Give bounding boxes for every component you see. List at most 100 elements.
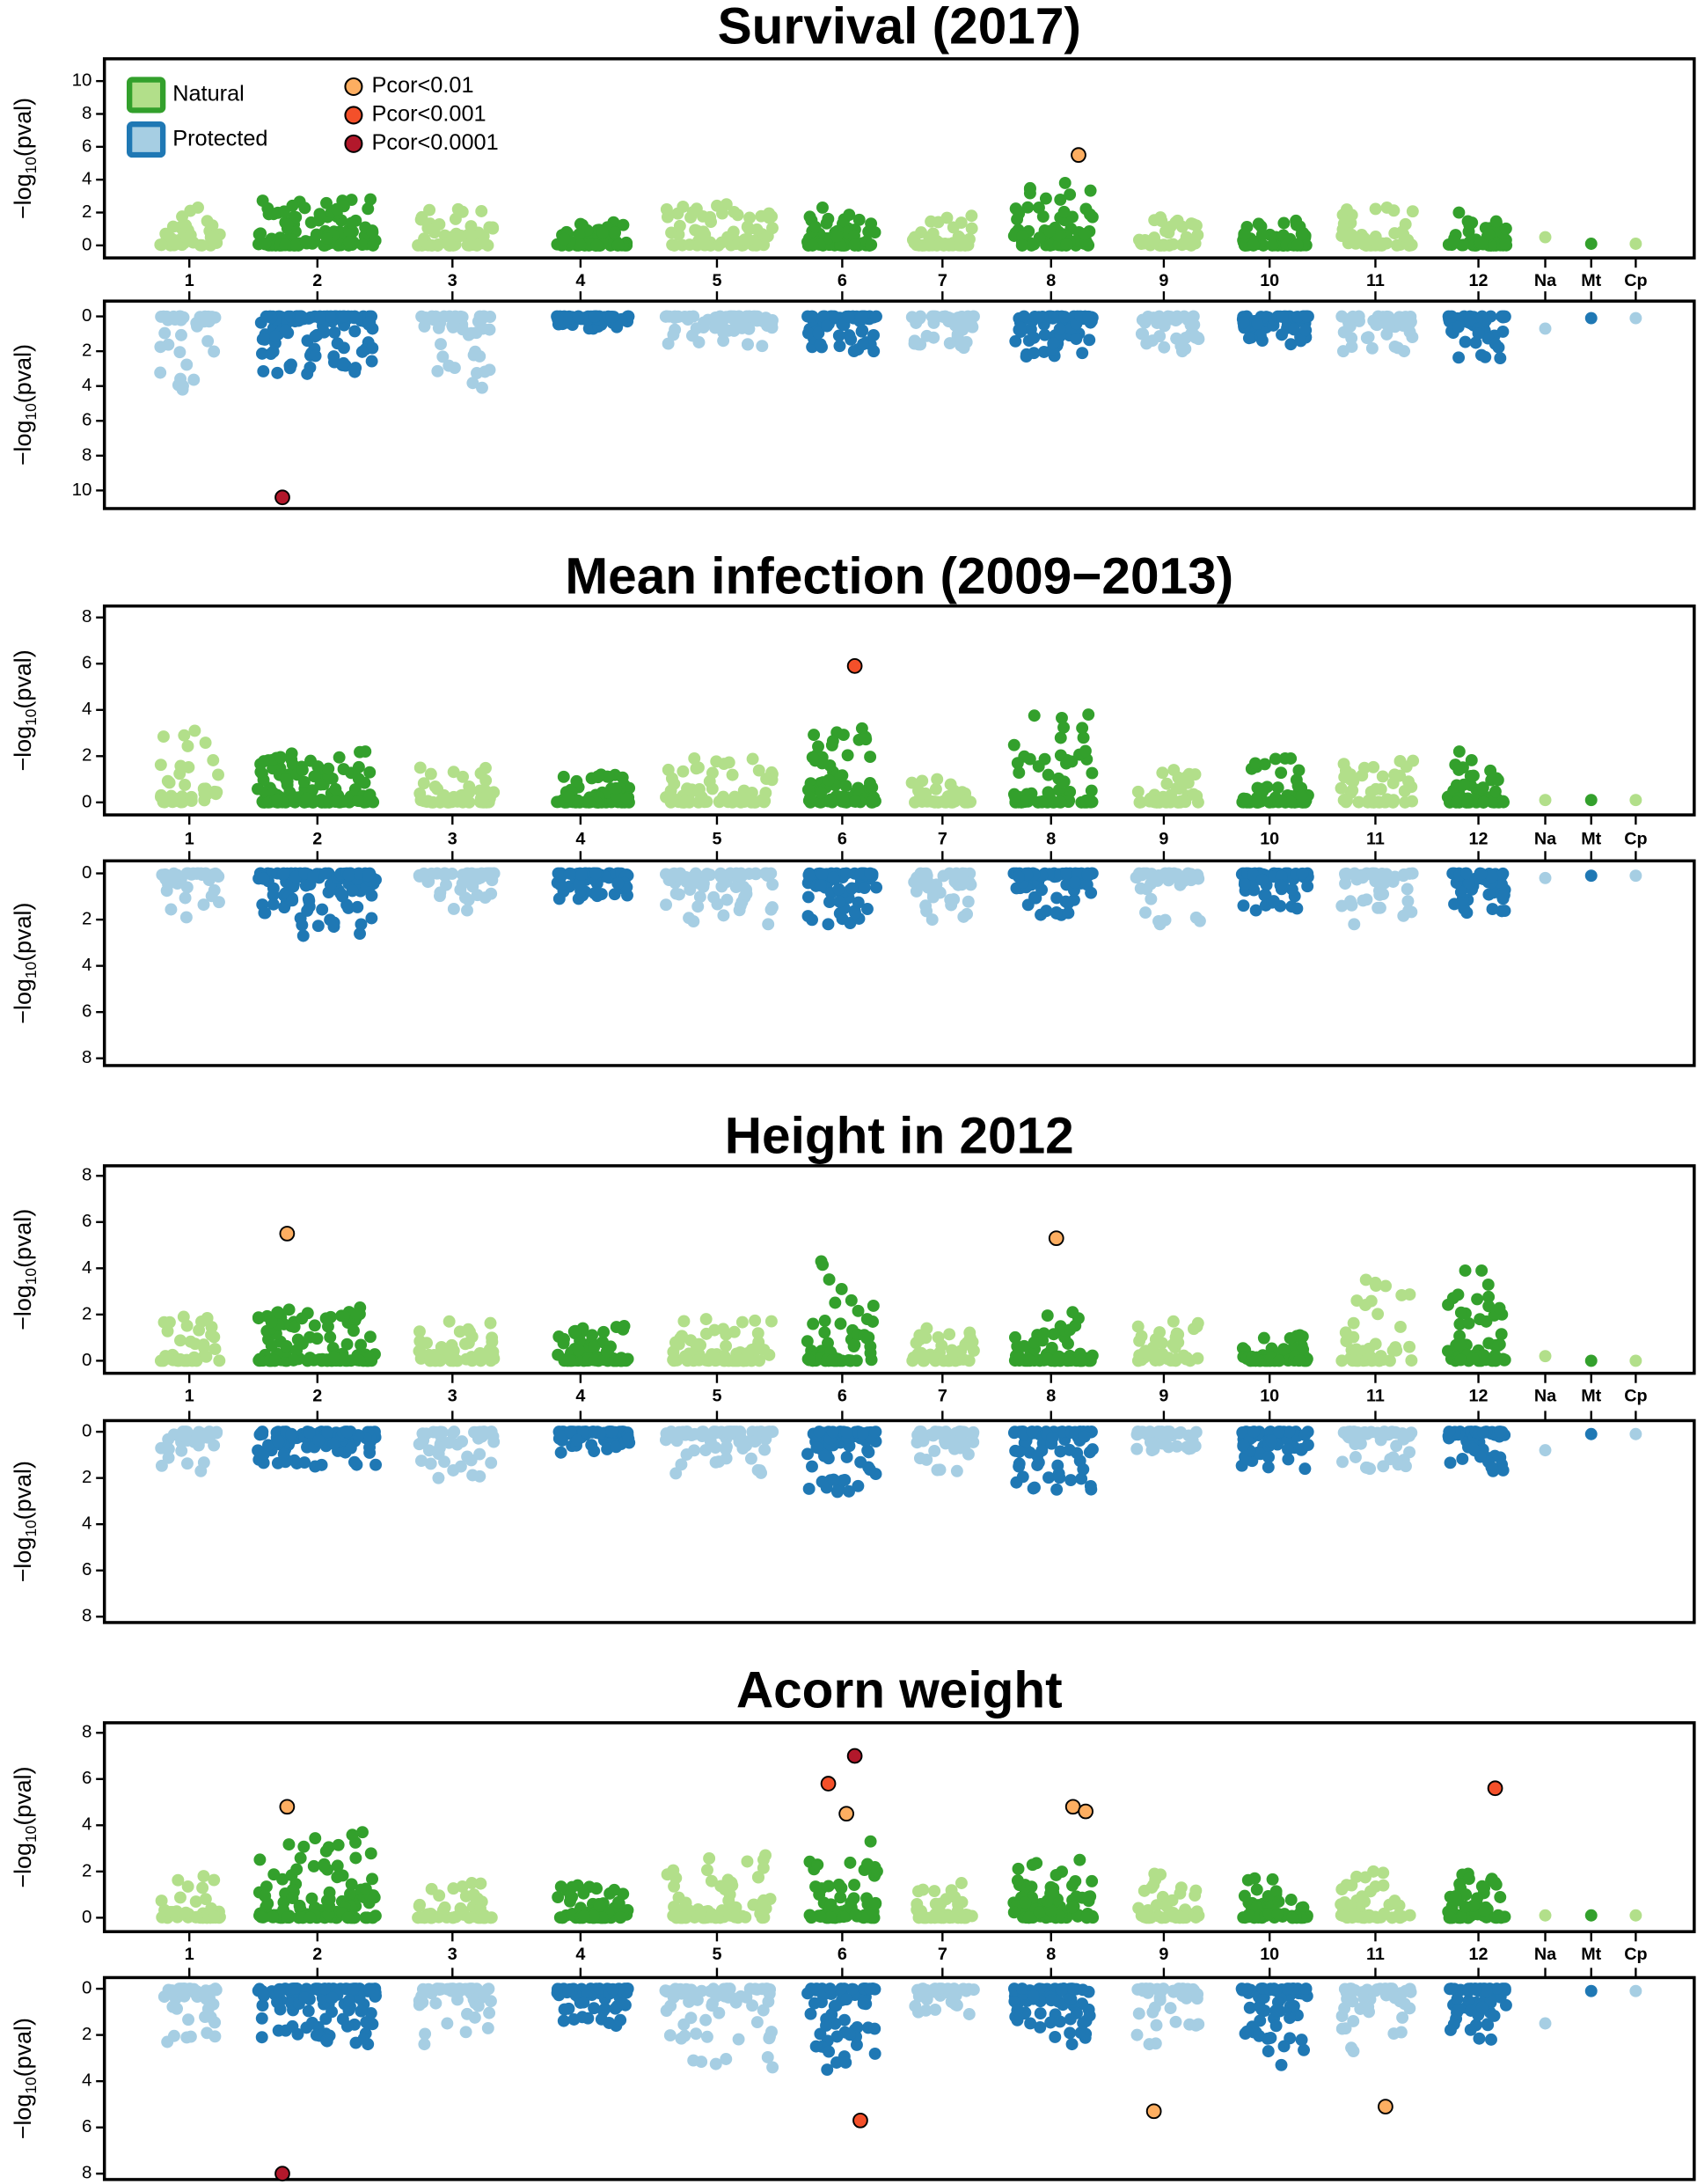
protected-point-chr-9: [1193, 914, 1206, 927]
chromosome-label: 6: [838, 1386, 847, 1405]
natural-point-chr-9: [1155, 1337, 1168, 1350]
chromosome-label: 3: [448, 271, 457, 290]
protected-point-chr-2: [285, 1427, 298, 1440]
natural-y-tick-label: 4: [82, 169, 91, 189]
protected-y-tick-label: 4: [82, 1513, 91, 1534]
chromosome-label: Cp: [1624, 829, 1647, 848]
protected-point-chr-2: [296, 929, 310, 942]
natural-point-chr-1: [201, 1312, 214, 1324]
natural-point-chr-3: [480, 1351, 494, 1363]
protected-point-chr-6: [818, 1449, 830, 1462]
natural-point-chr-8: [1041, 1309, 1054, 1323]
protected-y-tick-label: 6: [82, 1001, 91, 1022]
natural-y-tick-label: 0: [82, 234, 91, 254]
natural-point-chr-10: [1271, 781, 1284, 795]
natural-point-chr-4: [558, 1332, 570, 1345]
natural-point-chr-5: [720, 1339, 733, 1352]
natural-point-chr-2: [363, 788, 377, 802]
protected-y-tick-label: 6: [82, 1559, 91, 1579]
natural-point-chr-6: [808, 729, 821, 742]
natural-point-chr-4: [596, 225, 610, 238]
protected-point-chr-6: [843, 1484, 855, 1498]
natural-point-chr-3: [476, 795, 489, 808]
natural-point-chr-2: [310, 228, 323, 241]
natural-point-chr-Cp: [1629, 794, 1642, 807]
y-label-subscript: 10: [22, 962, 40, 978]
protected-point-chr-12: [1459, 335, 1472, 348]
natural-point-chr-10: [1284, 752, 1298, 765]
chromosome-label: 4: [575, 1386, 585, 1405]
natural-point-chr-3: [479, 761, 492, 774]
protected-point-chr-4: [575, 868, 588, 882]
natural-point-chr-11: [1403, 1340, 1416, 1353]
natural-point-chr-3: [421, 795, 434, 809]
natural-point-chr-1: [207, 754, 220, 766]
panel-title: Survival (2017): [718, 0, 1081, 55]
natural-point-chr-5: [681, 795, 694, 809]
natural-point-chr-5: [699, 1313, 713, 1326]
protected-point-chr-6: [822, 918, 835, 931]
natural-significant-point-chr-2: [279, 1226, 296, 1242]
natural-point-chr-2: [299, 235, 312, 248]
protected-point-chr-2: [342, 868, 355, 882]
protected-point-chr-10: [1282, 1453, 1295, 1466]
protected-point-chr-11: [1369, 870, 1381, 883]
natural-point-chr-10: [1249, 1354, 1262, 1367]
natural-point-chr-10: [1251, 781, 1264, 795]
natural-point-chr-2: [267, 1910, 280, 1924]
protected-point-chr-6: [864, 867, 877, 880]
protected-point-chr-9: [1162, 1440, 1175, 1454]
natural-point-chr-2: [279, 773, 292, 786]
protected-point-chr-5: [660, 898, 673, 912]
natural-point-chr-11: [1367, 1353, 1380, 1367]
protected-point-chr-2: [348, 325, 362, 338]
protected-point-chr-11: [1345, 341, 1358, 354]
natural-point-chr-8: [1032, 760, 1045, 773]
natural-point-chr-11: [1364, 1294, 1378, 1308]
protected-point-chr-7: [920, 329, 933, 342]
natural-point-chr-2: [313, 208, 326, 221]
natural-point-chr-2: [300, 792, 313, 805]
natural-point-chr-3: [428, 781, 442, 793]
natural-point-chr-5: [741, 1855, 754, 1868]
natural-point-chr-1: [213, 1354, 226, 1367]
natural-point-chr-1: [181, 739, 194, 752]
natural-point-chr-6: [865, 1353, 878, 1367]
protected-point-chr-3: [433, 1441, 446, 1455]
natural-point-chr-2: [343, 236, 356, 249]
natural-point-chr-10: [1275, 795, 1288, 808]
protected-y-tick-label: 8: [82, 1606, 91, 1626]
protected-point-chr-1: [175, 328, 187, 341]
natural-point-chr-4: [617, 1887, 630, 1901]
protected-point-chr-7: [962, 895, 975, 908]
protected-point-chr-3: [431, 364, 444, 377]
natural-point-chr-3: [447, 766, 460, 779]
protected-point-chr-5: [715, 880, 728, 893]
protected-point-chr-7: [956, 867, 969, 880]
natural-y-tick-label: 0: [82, 791, 91, 811]
natural-point-chr-3: [447, 1882, 460, 1895]
protected-point-chr-6: [802, 1482, 816, 1495]
natural-point-chr-2: [304, 1911, 317, 1924]
protected-point-chr-11: [1342, 319, 1356, 333]
protected-point-chr-10: [1284, 338, 1298, 351]
protected-point-chr-6: [845, 333, 858, 346]
natural-point-chr-2: [330, 202, 343, 216]
protected-point-chr-2: [347, 1455, 361, 1469]
protected-point-chr-12: [1443, 1425, 1456, 1439]
protected-point-chr-8: [1027, 1482, 1040, 1495]
protected-point-chr-7: [914, 338, 927, 351]
natural-point-chr-2: [319, 1844, 333, 1858]
natural-point-chr-7: [955, 216, 968, 230]
natural-point-chr-11: [1376, 770, 1389, 783]
natural-point-chr-2: [298, 202, 311, 215]
natural-point-chr-4: [614, 1911, 627, 1924]
protected-point-chr-8: [1050, 1483, 1064, 1496]
natural-point-chr-3: [481, 238, 494, 252]
natural-point-chr-8: [1079, 202, 1093, 216]
protected-point-chr-5: [660, 310, 673, 323]
protected-point-chr-8: [1078, 1430, 1091, 1443]
natural-point-chr-6: [865, 238, 878, 252]
natural-point-chr-5: [705, 1910, 718, 1924]
protected-point-chr-2: [277, 867, 290, 880]
